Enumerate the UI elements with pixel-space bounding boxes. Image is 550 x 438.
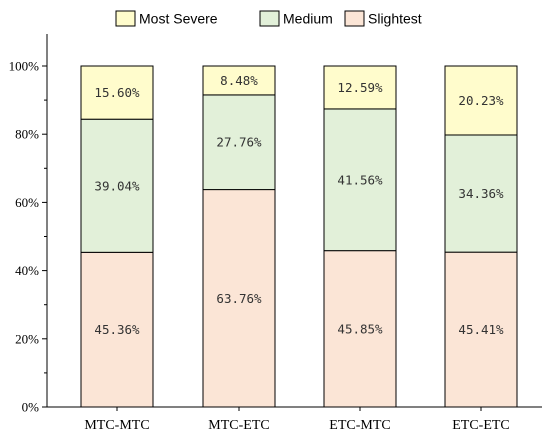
legend-swatch — [116, 11, 135, 26]
y-tick-label: 80% — [15, 127, 39, 142]
legend-label: Medium — [283, 11, 333, 27]
x-tick-label: ETC-MTC — [329, 418, 390, 433]
data-labels: 45.36% 39.04% 15.60% 63.76% 27.76% 8.48% 45.85… — [94, 73, 504, 337]
y-tick-label: 0% — [22, 400, 40, 415]
y-tick-label: 20% — [15, 331, 39, 346]
y-tick-label: 40% — [15, 263, 39, 278]
data-label: 27.76% — [216, 135, 262, 150]
data-label: 45.36% — [94, 322, 140, 337]
data-label: 45.41% — [458, 322, 504, 337]
legend-label: Slightest — [368, 11, 422, 27]
data-label: 15.60% — [94, 85, 140, 100]
data-label: 8.48% — [220, 73, 258, 88]
legend: Most Severe Medium Slightest — [116, 11, 422, 27]
data-label: 12.59% — [337, 80, 383, 95]
data-label: 34.36% — [458, 186, 504, 201]
data-label: 63.76% — [216, 291, 262, 306]
x-tick-label: MTC-ETC — [208, 418, 269, 433]
y-tick-label: 60% — [15, 195, 39, 210]
legend-label: Most Severe — [139, 11, 218, 27]
bars — [81, 66, 517, 407]
data-label: 45.85% — [337, 321, 383, 336]
data-label: 41.56% — [337, 172, 383, 187]
legend-swatch — [260, 11, 279, 26]
legend-swatch — [345, 11, 364, 26]
data-label: 39.04% — [94, 178, 140, 193]
x-tick-label: ETC-ETC — [452, 418, 510, 433]
y-tick-label: 100% — [9, 59, 40, 74]
data-label: 20.23% — [458, 93, 504, 108]
x-tick-label: MTC-MTC — [84, 418, 149, 433]
